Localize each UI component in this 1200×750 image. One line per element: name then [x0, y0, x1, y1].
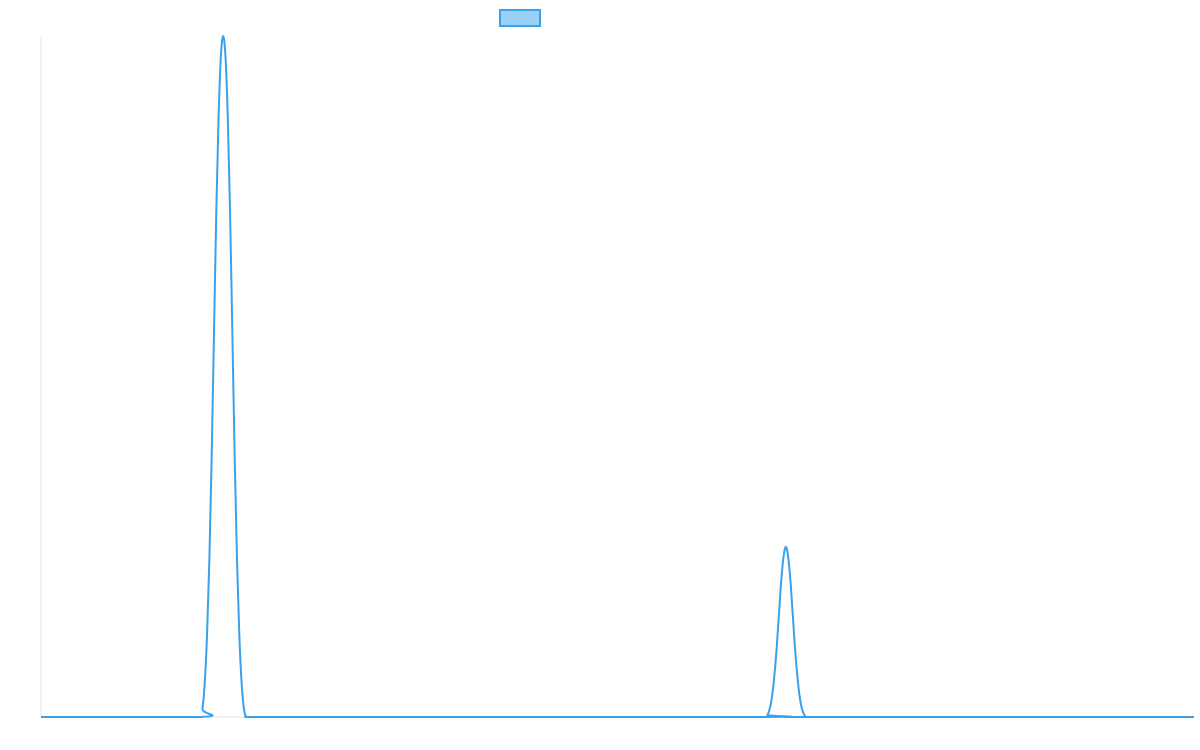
series-line-0[interactable] [40, 35, 1194, 719]
legend[interactable] [499, 9, 541, 27]
legend-swatch[interactable] [499, 9, 541, 27]
series-layer [40, 35, 1194, 719]
